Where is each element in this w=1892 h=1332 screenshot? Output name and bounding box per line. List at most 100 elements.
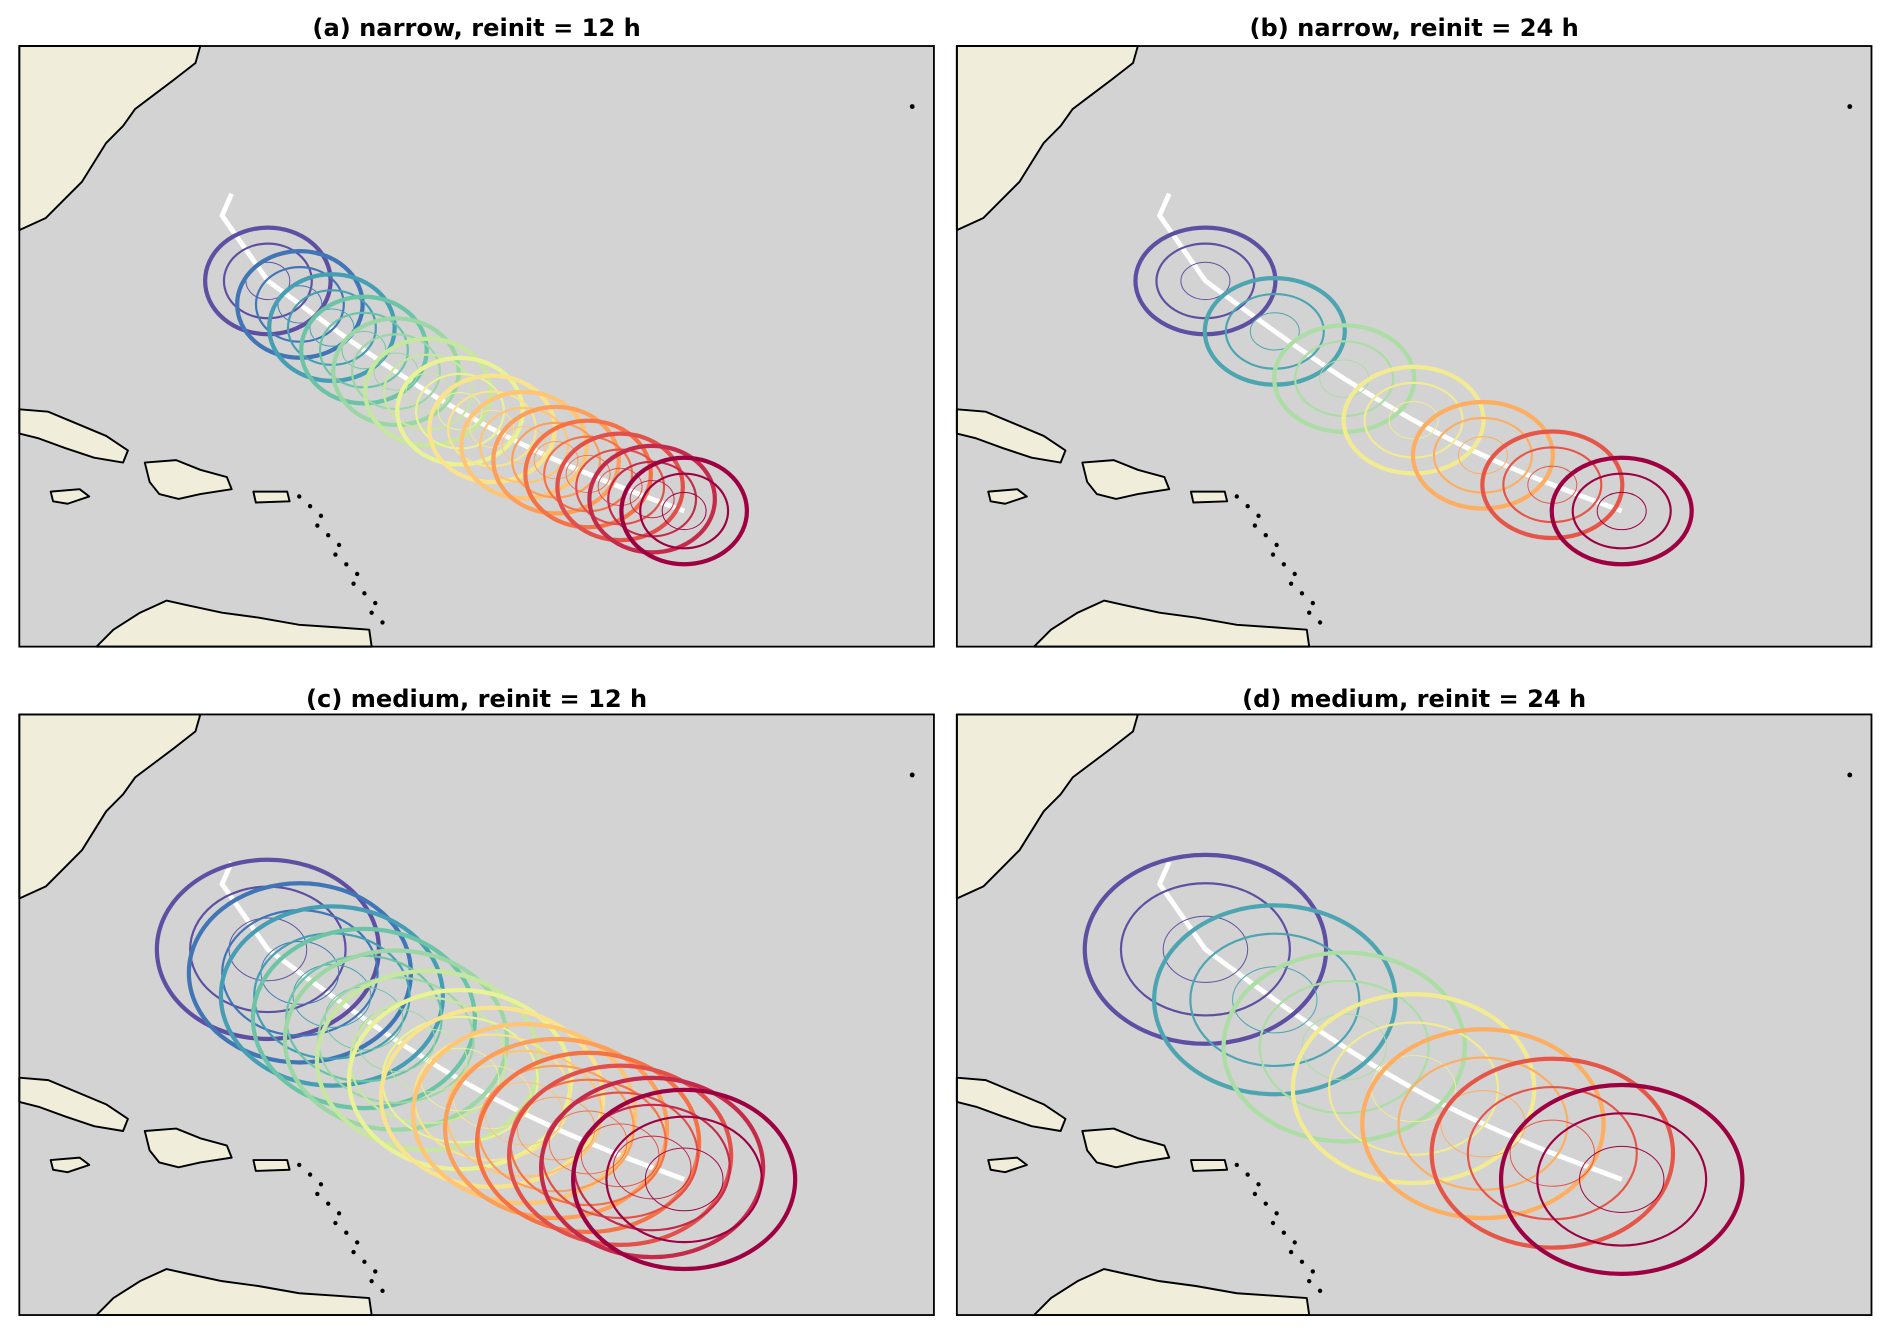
island [1317, 1288, 1323, 1294]
island [369, 1278, 374, 1284]
probability-contour [395, 355, 525, 467]
island [380, 1288, 385, 1294]
probability-contour [1410, 399, 1556, 511]
island [1847, 104, 1853, 109]
island [351, 581, 356, 586]
probability-contour [474, 1050, 702, 1235]
island [326, 1201, 331, 1206]
island [362, 1259, 367, 1264]
probability-contour [309, 308, 355, 347]
probability-contour [1466, 1085, 1638, 1221]
island [1274, 1211, 1279, 1216]
map-panel [18, 45, 935, 648]
map-panel [955, 45, 1873, 648]
island [1847, 772, 1853, 778]
probability-contour [405, 372, 451, 412]
probability-contour [277, 285, 323, 324]
island [1252, 523, 1258, 528]
probability-contour [1221, 950, 1467, 1144]
probability-contour [506, 1063, 734, 1248]
island [380, 620, 385, 625]
storm-track [1156, 861, 1623, 1182]
island [351, 1249, 356, 1255]
probability-contour [442, 1036, 670, 1221]
island [318, 1182, 324, 1187]
island [1270, 552, 1276, 557]
map-panel [18, 713, 935, 1317]
probability-contour [1596, 491, 1647, 531]
island [336, 542, 342, 548]
island [1270, 1220, 1276, 1226]
probability-contour [1232, 966, 1318, 1034]
probability-contour [639, 472, 730, 550]
probability-contour [605, 1115, 763, 1244]
probability-contour [1571, 472, 1672, 550]
panel-frame [955, 713, 1873, 1316]
island [297, 494, 302, 499]
island [1310, 1269, 1315, 1274]
probability-contour [154, 857, 381, 1042]
probability-contour [1388, 401, 1439, 440]
island [1307, 610, 1312, 615]
island [354, 1240, 360, 1245]
island [369, 610, 374, 615]
island [1307, 1278, 1312, 1284]
panel-title: (d) medium, reinit = 24 h [1242, 685, 1586, 713]
island [1299, 591, 1305, 596]
island [297, 1162, 302, 1168]
probability-contour [1480, 429, 1625, 541]
probability-contour [661, 491, 707, 531]
panel-title: (a) narrow, reinit = 12 h [312, 14, 640, 42]
probability-contour [299, 294, 429, 406]
probability-contour [331, 316, 461, 428]
island [333, 1220, 338, 1226]
island [1292, 571, 1297, 577]
probability-contour [218, 904, 446, 1088]
island [909, 104, 915, 109]
probability-contour [491, 404, 621, 516]
island [1281, 562, 1287, 567]
island [362, 591, 367, 596]
storm-track [219, 861, 686, 1182]
probability-contour [228, 917, 308, 982]
probability-contour [511, 421, 602, 499]
island [354, 571, 360, 577]
probability-contour [1429, 1056, 1676, 1250]
probability-contour [1578, 1145, 1665, 1213]
island [1281, 1230, 1287, 1235]
panel-frame [18, 713, 935, 1316]
island [1299, 1259, 1305, 1264]
ocean [956, 46, 1872, 647]
probability-contour [1249, 312, 1300, 351]
island [326, 533, 331, 538]
island [909, 772, 915, 778]
island [373, 1269, 378, 1274]
probability-contour [523, 418, 653, 530]
probability-contour [571, 1087, 798, 1272]
probability-contour [1341, 364, 1486, 476]
island [344, 1230, 349, 1235]
island [373, 600, 378, 606]
island [333, 552, 338, 557]
probability-contour [501, 426, 547, 465]
probability-contour [587, 443, 717, 555]
probability-contour [282, 948, 510, 1132]
island [318, 513, 324, 519]
island [1256, 513, 1261, 519]
island [1288, 581, 1294, 586]
probability-contour [1498, 1082, 1745, 1276]
probability-contour [222, 242, 313, 320]
probability-contour [459, 389, 589, 501]
probability-contour [1180, 261, 1231, 301]
probability-contour [1328, 1021, 1500, 1156]
island [336, 1211, 342, 1216]
island [1234, 1162, 1239, 1168]
probability-contour [1119, 882, 1291, 1017]
probability-contour [1549, 455, 1694, 567]
island [307, 1172, 313, 1177]
panel-frame [18, 45, 935, 648]
island [1288, 1249, 1294, 1255]
map-panel [955, 713, 1873, 1317]
ocean [956, 714, 1872, 1316]
